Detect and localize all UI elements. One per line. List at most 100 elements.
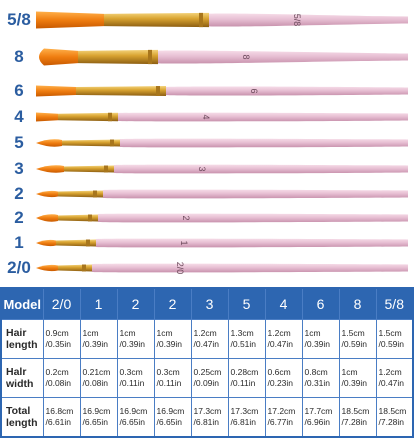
spec-cell: 1cm/0.39in (79, 319, 118, 359)
brush-handle (114, 164, 408, 174)
brush-ferrule (58, 190, 103, 198)
ferrule-crimp (86, 239, 90, 247)
brushes-svg: 5/8 8 6 4 3 2 1 2/0 (36, 11, 408, 275)
brush-ferrule (62, 139, 120, 147)
brush-handle (209, 13, 408, 27)
row-label: Halr width (0, 358, 44, 398)
spec-cell: 1.2cm/0.47in (190, 319, 229, 359)
spec-cell: 16.9cm/6.65in (79, 397, 118, 437)
size-header: 2 (153, 287, 192, 320)
brush-hair (36, 214, 58, 222)
brush-9: 1 (36, 238, 408, 248)
spec-cell: 18.5cm/7.28in (375, 397, 414, 437)
size-header: 2 (116, 287, 155, 320)
brush-size-label: 2/0 (7, 258, 31, 277)
brush-ferrule (64, 165, 114, 173)
brush-lineup: 5/8 8 6 4 5 3 2 2 1 2/0 5/8 8 6 4 3 2 1 2/0 (7, 10, 408, 277)
brush-handle (96, 238, 408, 248)
size-header: 2/0 (42, 287, 81, 320)
size-header: 6 (301, 287, 340, 320)
brush-hair (36, 85, 76, 97)
brush-handle (120, 138, 408, 148)
brush-size-label: 3 (14, 159, 24, 178)
spec-cell: 17.7cm/6.96in (301, 397, 340, 437)
brush-hair (36, 239, 56, 247)
brush-spec-table: Model 2/0 1 2 2 3 5 4 6 8 5/8 Hair length 0.9cm/0.… (0, 287, 414, 438)
spec-cell: 0.6cm/0.23in (264, 358, 303, 398)
brush-hair (36, 112, 58, 122)
brush-3: 6 (36, 85, 408, 97)
brush-ferrule (76, 86, 166, 96)
ferrule-crimp (88, 214, 92, 222)
ferrule-crimp (199, 12, 203, 28)
brush-size-label: 2 (14, 208, 24, 227)
brush-handle (92, 263, 408, 273)
brush-hair (36, 139, 62, 147)
size-header: 5 (227, 287, 266, 320)
size-header: 4 (264, 287, 303, 320)
brush-ferrule (58, 112, 118, 122)
brush-size-label: 8 (14, 47, 24, 66)
brush-hair (36, 11, 104, 29)
spec-cell: 0.21cm/0.08in (79, 358, 118, 398)
handle-size-mark: 6 (249, 88, 259, 93)
brush-8: 2 (36, 213, 408, 223)
spec-cell: 17.3cm/6.81in (190, 397, 229, 437)
brush-size-label: 2 (14, 184, 24, 203)
spec-cell: 1cm/0.39in (116, 319, 155, 359)
table-row: Total length 16.8cm/6.61in 16.9cm/6.65in 16… (0, 397, 414, 437)
spec-cell: 16.8cm/6.61in (42, 397, 81, 437)
ferrule-crimp (93, 190, 97, 198)
spec-cell: 17.3cm/6.81in (227, 397, 266, 437)
ferrule-crimp (156, 86, 160, 96)
spec-cell: 1cm/0.39in (153, 319, 192, 359)
table-row: Hair length 0.9cm/0.35in 1cm/0.39in 1cm/0.3… (0, 319, 414, 359)
spec-cell: 0.2cm/0.08in (42, 358, 81, 398)
handle-size-mark: 4 (201, 114, 211, 119)
spec-cell: 16.9cm/6.65in (116, 397, 155, 437)
handle-size-mark: 5/8 (292, 14, 302, 27)
spec-cell: 0.9cm/0.35in (42, 319, 81, 359)
size-header: 3 (190, 287, 229, 320)
spec-cell: 0.28cm/0.11in (227, 358, 266, 398)
spec-cell: 1.2cm/0.47in (264, 319, 303, 359)
ferrule-crimp (110, 139, 114, 147)
brush-handle (98, 213, 408, 223)
brush-handle (166, 86, 408, 96)
brush-size-label: 4 (14, 107, 24, 126)
table-header-row: Model 2/0 1 2 2 3 5 4 6 8 5/8 (0, 287, 414, 320)
spec-cell: 1.3cm/0.51in (227, 319, 266, 359)
row-label: Total length (0, 397, 44, 437)
brush-hair (36, 264, 58, 272)
ferrule-crimp (104, 165, 108, 173)
brush-handle (118, 112, 408, 122)
handle-size-mark: 2 (181, 215, 191, 220)
brush-size-label: 6 (14, 81, 24, 100)
spec-cell: 1cm/0.39in (301, 319, 340, 359)
spec-cell: 1cm/0.39in (338, 358, 377, 398)
spec-cell: 0.3cm/0.11in (153, 358, 192, 398)
brush-4: 4 (36, 112, 408, 122)
spec-cell: 0.25cm/0.09in (190, 358, 229, 398)
handle-size-mark: 3 (197, 166, 207, 171)
brush-handle (103, 189, 408, 199)
brush-size-label: 5/8 (7, 10, 31, 29)
ferrule-crimp (82, 264, 86, 272)
spec-cell: 0.3cm/0.11in (116, 358, 155, 398)
brush-ferrule (78, 49, 158, 65)
brush-1: 5/8 (36, 11, 408, 29)
brush-ferrule (104, 12, 209, 28)
size-header: 1 (79, 287, 118, 320)
spec-cell: 16.9cm/6.65in (153, 397, 192, 437)
spec-cell: 1.2cm/0.47in (375, 358, 414, 398)
brush-hair (39, 48, 78, 66)
model-header: Model (0, 287, 44, 320)
spec-cell: 17.2cm/6.77in (264, 397, 303, 437)
brush-handle (158, 50, 408, 64)
handle-size-mark: 2/0 (175, 262, 185, 275)
spec-cell: 0.8cm/0.31in (301, 358, 340, 398)
row-label: Hair length (0, 319, 44, 359)
size-header: 5/8 (375, 287, 414, 320)
handle-size-mark: 8 (241, 54, 251, 59)
spec-cell: 1.5cm/0.59in (338, 319, 377, 359)
